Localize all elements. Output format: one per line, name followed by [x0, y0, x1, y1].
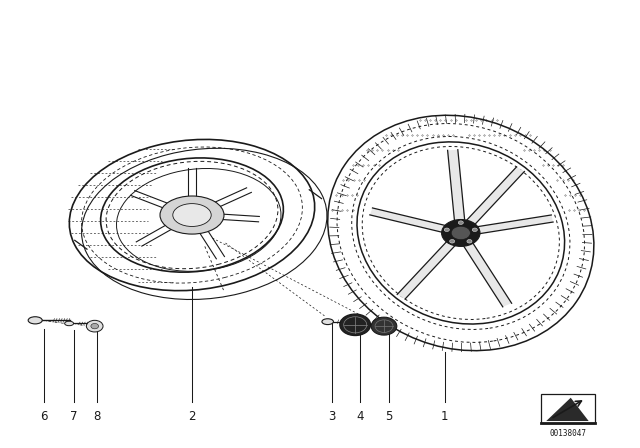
Circle shape: [467, 240, 472, 243]
Text: 2: 2: [188, 410, 196, 423]
Polygon shape: [547, 398, 589, 421]
Ellipse shape: [65, 321, 74, 326]
Circle shape: [449, 240, 454, 243]
Ellipse shape: [160, 196, 224, 234]
Ellipse shape: [28, 317, 42, 324]
Text: 1: 1: [441, 410, 449, 423]
Circle shape: [340, 314, 371, 336]
Ellipse shape: [322, 319, 333, 325]
Bar: [541, 394, 595, 423]
Circle shape: [472, 228, 477, 232]
Circle shape: [91, 323, 99, 329]
Circle shape: [444, 228, 449, 232]
Polygon shape: [474, 215, 553, 234]
Text: 8: 8: [93, 410, 101, 423]
Circle shape: [451, 226, 470, 240]
Circle shape: [458, 221, 463, 224]
Circle shape: [442, 220, 480, 246]
Text: 5: 5: [385, 410, 393, 423]
Text: 00138047: 00138047: [550, 429, 586, 438]
Polygon shape: [397, 240, 456, 299]
Polygon shape: [463, 242, 511, 307]
Circle shape: [86, 320, 103, 332]
Text: 4: 4: [356, 410, 364, 423]
Text: 7: 7: [70, 410, 77, 423]
Polygon shape: [466, 167, 524, 226]
Polygon shape: [370, 208, 449, 233]
Text: 6: 6: [40, 410, 47, 423]
Polygon shape: [447, 150, 465, 221]
Circle shape: [371, 317, 397, 335]
Ellipse shape: [173, 203, 211, 227]
Text: 3: 3: [328, 410, 335, 423]
